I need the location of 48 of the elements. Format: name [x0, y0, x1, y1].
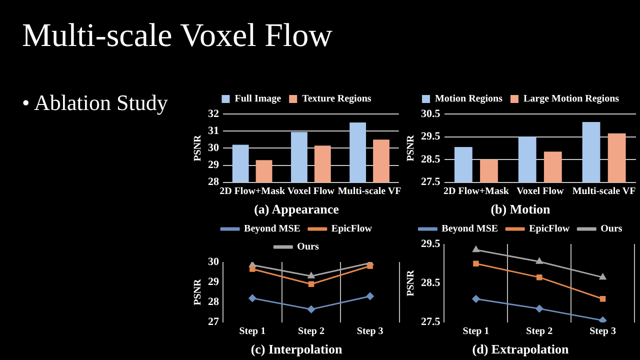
x-tick-label: 2D Flow+Mask	[443, 186, 510, 197]
text: (b) Motion	[490, 202, 552, 217]
x-tick-label: Step 3	[590, 326, 616, 337]
text: Multi-scale Voxel Flow	[22, 18, 332, 55]
y-tick-label: 29.5	[421, 130, 441, 143]
y-tick-label: 29.5	[421, 238, 441, 250]
legend-label: Beyond MSE	[442, 224, 498, 235]
legend-label: Full Image	[234, 94, 282, 105]
text: • Ablation Study	[22, 90, 168, 116]
y-tick-label: 30.5	[421, 108, 441, 120]
y-tick-label: 32	[208, 108, 220, 120]
legend-label: Beyond MSE	[244, 224, 301, 235]
x-tick-label: Step 3	[356, 326, 384, 337]
y-tick-label: 27.5	[421, 316, 441, 328]
x-tick-label: Step 2	[526, 326, 553, 337]
x-tick-label: Step 1	[462, 326, 490, 337]
x-tick-label: Voxel Flow	[287, 186, 336, 197]
legend-label: EpicFlow	[331, 224, 373, 235]
legend-label: Ours	[297, 242, 319, 253]
x-tick-label: Step 1	[239, 326, 266, 337]
y-axis-title: PSNR	[406, 269, 417, 296]
y-tick-label: 29	[208, 276, 220, 288]
y-tick-label: 30	[208, 256, 220, 268]
x-tick-label: Step 2	[298, 326, 324, 337]
text: (a) Appearance	[254, 202, 340, 217]
y-axis-title: PSNR	[406, 134, 417, 162]
x-tick-label: Multi-scale VF	[572, 186, 636, 197]
y-axis-title: PSNR	[192, 278, 204, 306]
legend-label: Large Motion Regions	[523, 94, 620, 105]
y-tick-label: 29	[208, 159, 220, 172]
x-tick-label: 2D Flow+Mask	[220, 186, 286, 197]
legend-label: Ours	[600, 224, 622, 235]
y-tick-label: 27.5	[421, 176, 441, 188]
text: (d) Extrapolation	[472, 342, 570, 357]
y-tick-label: 28.5	[421, 153, 441, 166]
text: (c) Interpolation	[250, 342, 343, 357]
legend-label: Motion Regions	[434, 94, 503, 105]
legend-label: Texture Regions	[302, 94, 372, 105]
y-tick-label: 28	[208, 296, 220, 308]
y-tick-label: 28	[208, 176, 220, 188]
y-tick-label: 28.5	[421, 277, 441, 290]
y-tick-label: 27	[208, 316, 220, 328]
x-tick-label: Voxel Flow	[516, 186, 564, 197]
x-tick-label: Multi-scale VF	[338, 186, 402, 197]
y-tick-label: 31	[208, 124, 219, 137]
y-axis-title: PSNR	[192, 134, 204, 162]
legend-label: EpicFlow	[529, 224, 570, 235]
y-tick-label: 30	[208, 142, 220, 154]
